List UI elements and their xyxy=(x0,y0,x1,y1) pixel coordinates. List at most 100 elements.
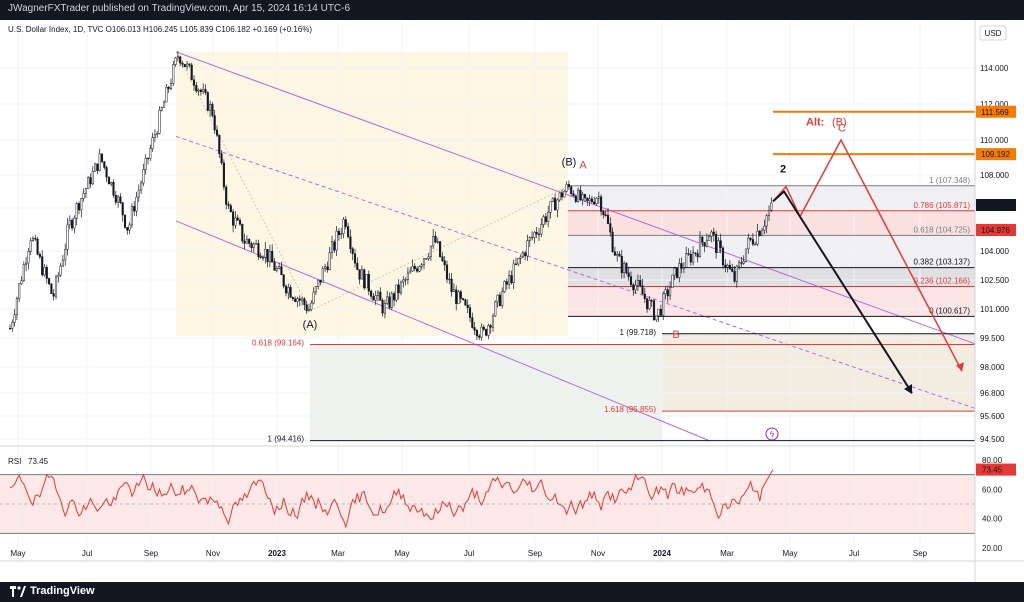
price-tag-text: 106.182 xyxy=(981,201,1010,210)
candle-down xyxy=(535,232,538,235)
candle-up xyxy=(411,265,414,272)
time-tick: Nov xyxy=(591,549,605,558)
candle-down xyxy=(370,290,373,297)
price-chart[interactable]: 1 (107.348) 0.786 (105.871) 0.618 (104.725… xyxy=(0,20,1024,582)
price-tick: 110.000 xyxy=(980,136,1009,145)
candle-up xyxy=(425,258,428,260)
candle-up xyxy=(335,230,338,251)
candle-up xyxy=(427,256,430,259)
candle-up xyxy=(245,239,248,244)
candle-down xyxy=(284,285,288,294)
rsi-value-tag xyxy=(976,463,1016,476)
candle-down xyxy=(514,263,518,265)
candle-up xyxy=(68,219,71,226)
candle-down xyxy=(41,256,44,276)
candle-up xyxy=(310,302,313,310)
candle-down xyxy=(356,262,359,270)
candle-down xyxy=(112,181,115,196)
candle-down xyxy=(572,193,575,197)
fib-level-label: 0 (100.617) xyxy=(929,306,970,315)
candle-down xyxy=(627,272,630,277)
candle-down xyxy=(724,264,727,268)
candle-down xyxy=(351,248,354,255)
candle-up xyxy=(374,295,377,301)
candle-up xyxy=(142,169,145,184)
candle-up xyxy=(422,258,426,266)
fib-band-0786 xyxy=(568,210,975,236)
candle-down xyxy=(229,205,232,213)
candle-up xyxy=(487,325,490,336)
candle-up xyxy=(149,148,152,159)
candle-up xyxy=(54,276,58,297)
candle-down xyxy=(119,196,122,203)
time-tick: 2024 xyxy=(653,549,671,558)
candle-down xyxy=(225,186,228,205)
candle-down xyxy=(45,267,48,279)
event-icon-glyph: ϟ xyxy=(770,430,775,439)
candle-down xyxy=(188,63,191,66)
candle-down xyxy=(105,167,108,178)
candle-up xyxy=(360,269,363,280)
candle-down xyxy=(687,253,690,255)
candle-up xyxy=(636,280,639,286)
candle-down xyxy=(441,256,444,262)
candle-down xyxy=(602,211,605,216)
candle-down xyxy=(609,223,612,233)
alt-arrow-head xyxy=(956,362,964,372)
candle-up xyxy=(448,278,451,281)
candle-up xyxy=(376,291,380,296)
candle-down xyxy=(243,240,246,244)
candle-up xyxy=(128,224,131,231)
candle-down xyxy=(719,240,722,249)
candle-down xyxy=(333,241,336,251)
price-tag-text: 111.569 xyxy=(981,108,1009,117)
candle-down xyxy=(133,206,136,212)
candle-up xyxy=(763,225,766,231)
candle-down xyxy=(650,300,653,302)
candle-up xyxy=(64,249,67,261)
rsi-line xyxy=(9,469,774,529)
candle-down xyxy=(372,296,375,301)
candle-down xyxy=(388,296,391,308)
candle-down xyxy=(758,230,761,236)
candle-up xyxy=(705,240,708,247)
candle-up xyxy=(767,209,771,216)
candle-up xyxy=(577,189,580,202)
candle-down xyxy=(241,223,244,242)
candle-up xyxy=(135,196,138,212)
candle-up xyxy=(301,298,304,301)
candle-up xyxy=(117,196,120,203)
candle-down xyxy=(146,157,150,160)
candle-down xyxy=(38,254,41,257)
candle-up xyxy=(160,107,163,111)
fib-ext-lower-label: 0.618 (99.164) xyxy=(252,338,304,347)
candle-down xyxy=(34,238,37,240)
candle-up xyxy=(542,216,545,225)
candle-down xyxy=(273,261,276,271)
wave-label-2: 2 xyxy=(780,164,786,176)
tradingview-footer: TradingView xyxy=(0,582,1024,602)
candle-down xyxy=(731,268,734,272)
candle-up xyxy=(547,211,550,222)
candle-up xyxy=(321,268,324,283)
candle-down xyxy=(192,79,196,86)
candle-down xyxy=(570,186,573,194)
candle-down xyxy=(652,300,656,321)
candle-up xyxy=(209,103,212,111)
candle-down xyxy=(257,243,260,258)
candle-up xyxy=(533,232,536,238)
time-tick: Mar xyxy=(331,549,345,558)
candle-down xyxy=(89,177,92,185)
candle-down xyxy=(473,327,476,331)
candle-up xyxy=(27,251,30,264)
candle-down xyxy=(646,298,649,310)
candle-down xyxy=(579,189,582,200)
candle-down xyxy=(379,291,382,301)
candle-up xyxy=(429,245,432,258)
candle-down xyxy=(397,284,400,294)
candle-up xyxy=(457,291,460,305)
candle-down xyxy=(107,176,110,185)
rsi-label: RSI xyxy=(8,457,21,466)
candle-down xyxy=(413,265,416,269)
candle-down xyxy=(466,304,469,308)
